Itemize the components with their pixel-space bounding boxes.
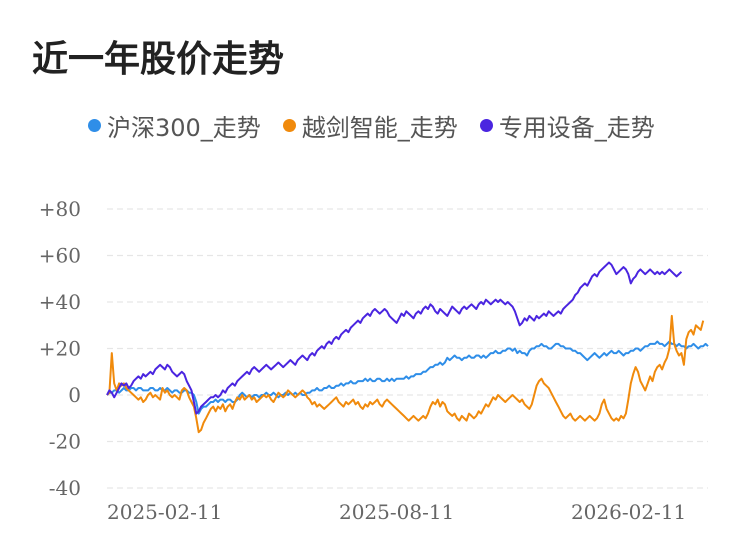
legend-label: 专用设备_走势 [498,114,655,142]
y-tick-label: -20 [49,430,81,454]
series-lines [106,261,709,434]
y-tick-label: +40 [39,290,81,314]
legend-item-csi300[interactable]: 沪深300_走势 [88,108,261,143]
series-line-2 [106,261,683,415]
legend-item-special-equipment[interactable]: 专用设备_走势 [479,108,655,143]
legend-dot-icon [282,119,296,132]
x-tick-label: 2025-02-11 [107,500,222,524]
x-tick-label: 2026-02-11 [571,500,686,524]
y-tick-label: 0 [68,383,81,407]
y-tick-label: -40 [49,476,81,500]
legend-dot-icon [479,119,493,132]
x-axis-ticks: 2025-02-11 2025-08-11 2026-02-11 [107,500,686,524]
chart-legend: 沪深300_走势 越剑智能_走势 专用设备_走势 [88,108,677,143]
y-tick-label: +60 [39,244,81,268]
legend-dot-icon [88,119,101,132]
legend-item-yuejian[interactable]: 越剑智能_走势 [282,108,458,143]
legend-label: 越剑智能_走势 [301,114,458,142]
y-axis-ticks: +80 +60 +40 +20 0 -20 -40 [39,197,81,500]
page-title: 近一年股价走势 [32,39,285,80]
legend-label: 沪深300_走势 [107,114,261,142]
series-line-0 [106,340,709,415]
series-line-1 [106,314,705,434]
grid-lines [107,208,708,489]
x-tick-label: 2025-08-11 [339,500,454,524]
y-tick-label: +20 [39,337,81,361]
y-tick-label: +80 [39,197,81,221]
